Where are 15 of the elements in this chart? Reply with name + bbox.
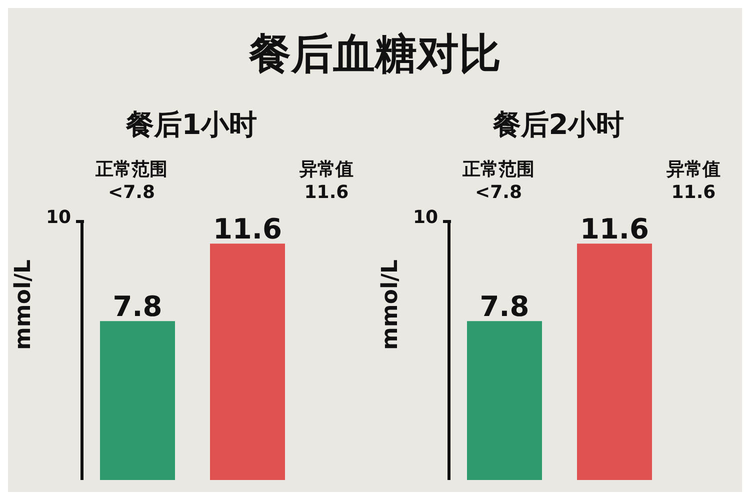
data-label: 11.6 bbox=[579, 212, 649, 246]
text: 正常范围 <7.8 bbox=[462, 158, 536, 205]
text: 10 bbox=[44, 206, 72, 230]
chart-title: 餐后2小时 bbox=[492, 107, 626, 143]
y-axis-title: mmol/L bbox=[377, 259, 402, 350]
data-label: 7.8 bbox=[112, 290, 162, 324]
y-axis-title: mmol/L bbox=[10, 259, 36, 350]
chart-subtitle: 餐后1小时 bbox=[124, 107, 258, 143]
text: 异常值 11.6 bbox=[666, 158, 722, 205]
data-label: 11.6 bbox=[212, 212, 282, 246]
data-label: 7.8 bbox=[479, 290, 529, 324]
text: 异常值 11.6 bbox=[298, 158, 354, 205]
chart-title: 餐后血糖对比 bbox=[248, 28, 502, 80]
text: 正常范围 <7.8 bbox=[94, 158, 168, 205]
text: 10 bbox=[412, 206, 440, 230]
